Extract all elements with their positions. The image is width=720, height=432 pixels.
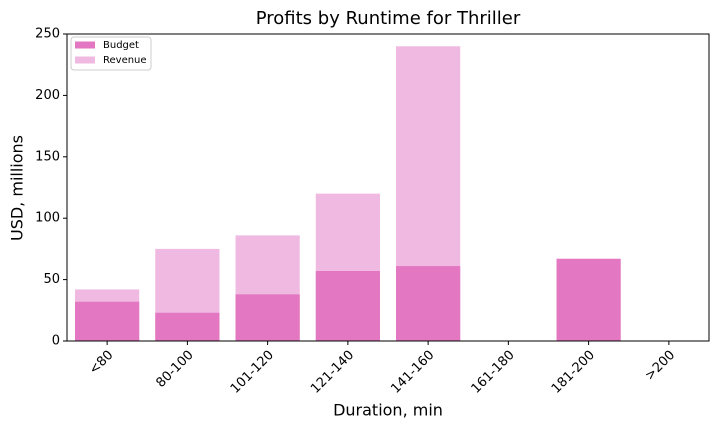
y-axis-label: USD, millions <box>8 135 27 241</box>
x-tick-label: 101-120 <box>228 348 277 397</box>
plot-frame <box>66 33 710 342</box>
legend-label: Budget <box>103 40 139 51</box>
bar <box>155 312 220 341</box>
bar <box>396 266 461 341</box>
x-tick-label: 141-160 <box>388 348 437 397</box>
bar <box>556 258 621 341</box>
x-tick-label: 121-140 <box>308 348 357 397</box>
y-tick-label: 250 <box>35 27 60 42</box>
y-tick-label: 200 <box>35 88 60 103</box>
bar <box>315 271 380 341</box>
x-axis-label: Duration, min <box>333 401 443 420</box>
x-tick-label: 181-200 <box>549 348 598 397</box>
y-tick-label: 150 <box>35 149 60 164</box>
y-tick-label: 0 <box>52 334 60 349</box>
x-tick-label: 80-100 <box>154 348 197 391</box>
legend-label: Revenue <box>103 55 147 66</box>
chart-title: Profits by Runtime for Thriller <box>256 8 521 29</box>
legend-swatch <box>75 41 95 49</box>
legend: Budget Revenue <box>70 36 152 71</box>
y-tick-label: 50 <box>43 272 60 287</box>
legend-swatch <box>75 56 95 64</box>
bar <box>75 301 140 341</box>
x-tick-label: <80 <box>86 348 116 378</box>
x-tick-label: >200 <box>642 348 678 384</box>
x-tick-label: 161-180 <box>469 348 518 397</box>
bars <box>75 46 621 341</box>
y-tick-label: 100 <box>35 211 60 226</box>
bar <box>235 294 300 341</box>
